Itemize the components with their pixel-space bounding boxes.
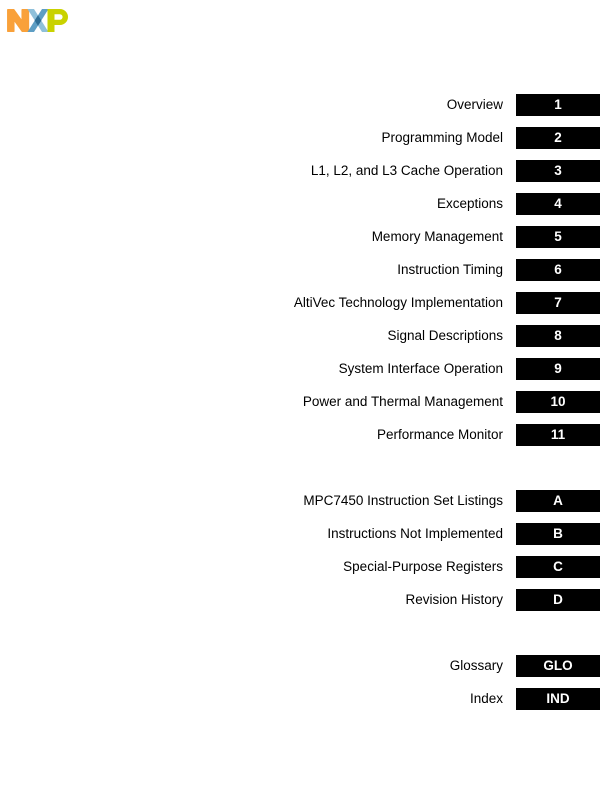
toc-tab: C — [516, 555, 600, 578]
toc-row[interactable]: Overview 1 — [0, 88, 612, 121]
toc-row[interactable]: Programming Model 2 — [0, 121, 612, 154]
toc-tab: 6 — [516, 258, 600, 281]
toc-label: Overview — [446, 97, 503, 112]
chapter-tab-list: Overview 1 Programming Model 2 L1, L2, a… — [0, 88, 612, 715]
toc-label: Revision History — [405, 592, 503, 607]
toc-row[interactable]: Special-Purpose Registers C — [0, 550, 612, 583]
toc-label: Instructions Not Implemented — [327, 526, 503, 541]
nxp-logo-icon — [7, 9, 68, 32]
toc-label: Special-Purpose Registers — [343, 559, 503, 574]
section-gap — [0, 616, 612, 649]
toc-row[interactable]: Revision History D — [0, 583, 612, 616]
toc-tab: B — [516, 522, 600, 545]
toc-row[interactable]: System Interface Operation 9 — [0, 352, 612, 385]
toc-row[interactable]: Glossary GLO — [0, 649, 612, 682]
toc-row[interactable]: Instructions Not Implemented B — [0, 517, 612, 550]
toc-tab: A — [516, 489, 600, 512]
toc-row[interactable]: AltiVec Technology Implementation 7 — [0, 286, 612, 319]
toc-label: Index — [469, 691, 503, 706]
toc-row[interactable]: Exceptions 4 — [0, 187, 612, 220]
toc-label: Memory Management — [371, 229, 503, 244]
toc-label: AltiVec Technology Implementation — [293, 295, 503, 310]
toc-tab: 7 — [516, 291, 600, 314]
toc-tab: 11 — [516, 423, 600, 446]
toc-label: Instruction Timing — [397, 262, 503, 277]
toc-row[interactable]: Memory Management 5 — [0, 220, 612, 253]
toc-tab: D — [516, 588, 600, 611]
toc-label: System Interface Operation — [338, 361, 503, 376]
toc-tab: 3 — [516, 159, 600, 182]
toc-label: L1, L2, and L3 Cache Operation — [310, 163, 503, 178]
toc-tab: IND — [516, 687, 600, 710]
toc-tab: 9 — [516, 357, 600, 380]
toc-label: MPC7450 Instruction Set Listings — [303, 493, 503, 508]
toc-tab: 2 — [516, 126, 600, 149]
toc-tab: 4 — [516, 192, 600, 215]
toc-row[interactable]: Index IND — [0, 682, 612, 715]
toc-row[interactable]: MPC7450 Instruction Set Listings A — [0, 484, 612, 517]
toc-row[interactable]: L1, L2, and L3 Cache Operation 3 — [0, 154, 612, 187]
toc-row[interactable]: Power and Thermal Management 10 — [0, 385, 612, 418]
toc-label: Glossary — [449, 658, 503, 673]
toc-tab: 8 — [516, 324, 600, 347]
toc-label: Performance Monitor — [376, 427, 503, 442]
toc-label: Exceptions — [436, 196, 503, 211]
toc-tab: 1 — [516, 93, 600, 116]
toc-row[interactable]: Performance Monitor 11 — [0, 418, 612, 451]
toc-label: Signal Descriptions — [387, 328, 503, 343]
toc-row[interactable]: Instruction Timing 6 — [0, 253, 612, 286]
nxp-logo — [7, 9, 68, 32]
toc-tab: 10 — [516, 390, 600, 413]
toc-label: Power and Thermal Management — [302, 394, 503, 409]
section-gap — [0, 451, 612, 484]
toc-row[interactable]: Signal Descriptions 8 — [0, 319, 612, 352]
toc-label: Programming Model — [381, 130, 503, 145]
toc-tab: GLO — [516, 654, 600, 677]
toc-tab: 5 — [516, 225, 600, 248]
